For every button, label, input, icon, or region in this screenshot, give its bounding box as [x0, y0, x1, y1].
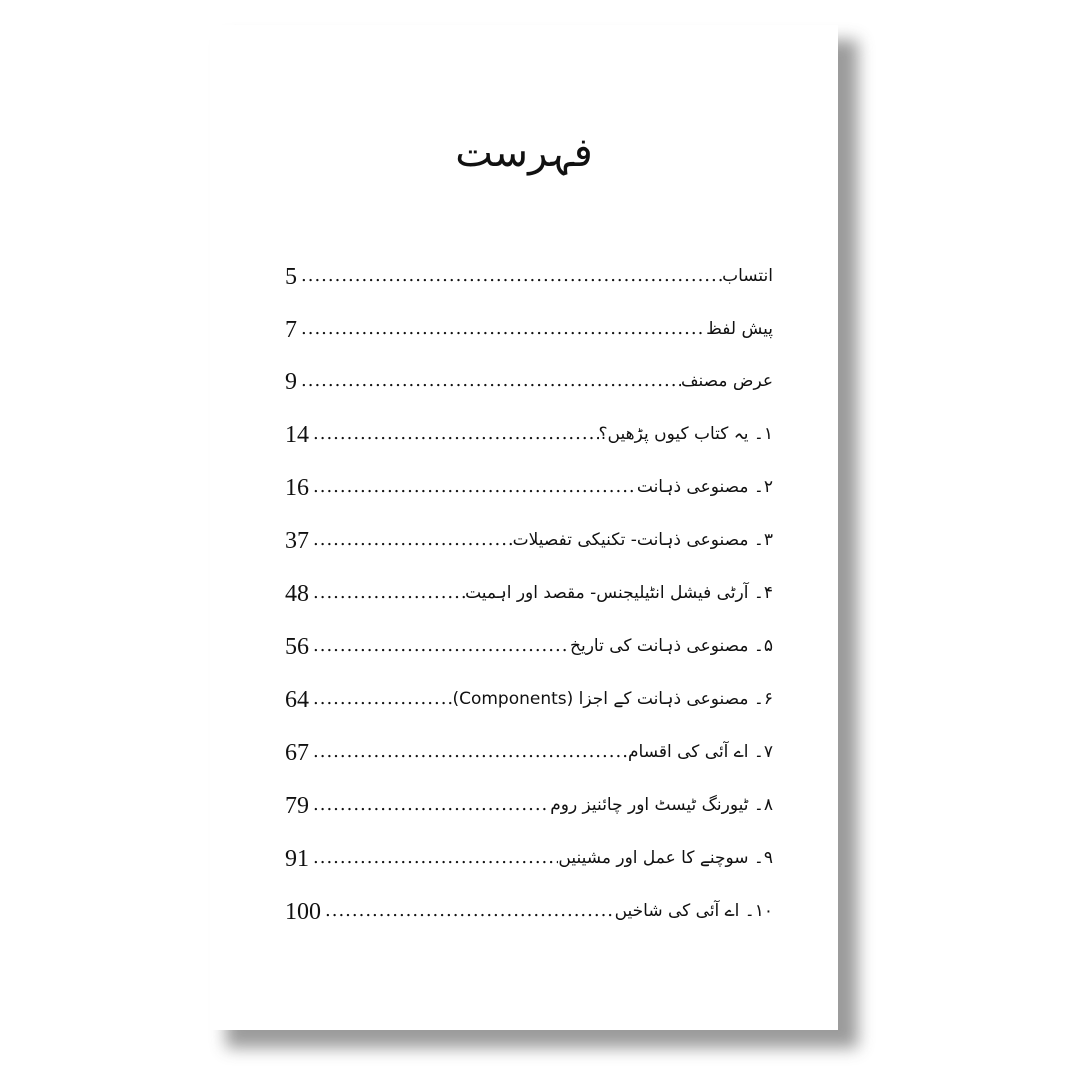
- dot-leader: ........................................…: [301, 267, 722, 286]
- dot-leader: ........................................…: [313, 584, 465, 603]
- toc-entry: عرض مصنف................................…: [285, 360, 773, 394]
- dot-leader: ........................................…: [313, 849, 559, 868]
- toc-entry: ۳۔ مصنوعی ذہانت- تکنیکی تفصیلات.........…: [285, 519, 773, 553]
- toc-entry: ۲۔ مصنوعی ذہانت.........................…: [285, 466, 773, 500]
- dot-leader: ........................................…: [301, 372, 681, 391]
- toc-entry-page: 7: [285, 317, 297, 343]
- toc-entry-title: ۸۔ ٹیورنگ ٹیسٹ اور چائنیز روم: [550, 795, 773, 815]
- toc-entry: ۷۔ اے آئی کی اقسام......................…: [285, 731, 773, 765]
- dot-leader: ........................................…: [313, 743, 628, 762]
- toc-entry: ۹۔ سوچنے کا عمل اور مشینیں..............…: [285, 837, 773, 871]
- dot-leader: ........................................…: [313, 478, 637, 497]
- page-title: فہرست: [455, 130, 593, 176]
- toc-entry-page: 9: [285, 369, 297, 395]
- dot-leader: ........................................…: [313, 690, 452, 709]
- dot-leader: ........................................…: [313, 531, 513, 550]
- toc-entry: ۱۰۔ اے آئی کی شاخیں.....................…: [285, 890, 773, 924]
- toc-entry-page: 64: [285, 687, 309, 713]
- toc-entry-title: ۶۔ مصنوعی ذہانت کے اجزا (Components): [452, 689, 773, 709]
- toc-entry-title: پیش لفظ: [706, 319, 773, 339]
- toc-entry-page: 91: [285, 846, 309, 872]
- toc-entry-title: ۴۔ آرٹی فیشل انٹیلیجنس- مقصد اور اہمیت: [465, 583, 773, 603]
- dot-leader: ........................................…: [313, 796, 550, 815]
- toc-entry: انتساب..................................…: [285, 255, 773, 289]
- toc-entry-title: ۳۔ مصنوعی ذہانت- تکنیکی تفصیلات: [512, 530, 773, 550]
- toc-entry-page: 16: [285, 475, 309, 501]
- dot-leader: ........................................…: [313, 637, 570, 656]
- toc-entry-page: 56: [285, 634, 309, 660]
- dot-leader: ........................................…: [325, 902, 615, 921]
- toc-entry: ۸۔ ٹیورنگ ٹیسٹ اور چائنیز روم...........…: [285, 784, 773, 818]
- toc-entry: ۴۔ آرٹی فیشل انٹیلیجنس- مقصد اور اہمیت..…: [285, 572, 773, 606]
- toc-entry: ۵۔ مصنوعی ذہانت کی تاریخ................…: [285, 625, 773, 659]
- dot-leader: ........................................…: [313, 425, 599, 444]
- toc-entry-title: ۲۔ مصنوعی ذہانت: [636, 477, 773, 497]
- toc-entry-title: ۱۔ یہ کتاب کیوں پڑھیں؟: [598, 424, 773, 444]
- dot-leader: ........................................…: [301, 320, 706, 339]
- toc-entry-title: ۹۔ سوچنے کا عمل اور مشینیں: [558, 848, 773, 868]
- toc-entry-page: 67: [285, 740, 309, 766]
- toc-entry-page: 14: [285, 422, 309, 448]
- toc-entry-page: 100: [285, 899, 321, 925]
- toc-entry-page: 5: [285, 264, 297, 290]
- toc-entry-page: 37: [285, 528, 309, 554]
- toc-entry-title: عرض مصنف: [680, 371, 773, 391]
- toc-entry-title: ۱۰۔ اے آئی کی شاخیں: [614, 901, 773, 921]
- toc-entry-title: انتساب: [722, 266, 773, 286]
- toc-entry: پیش لفظ.................................…: [285, 308, 773, 342]
- toc-entry-page: 79: [285, 793, 309, 819]
- toc-entry-title: ۵۔ مصنوعی ذہانت کی تاریخ: [569, 636, 773, 656]
- toc-entry: ۱۔ یہ کتاب کیوں پڑھیں؟..................…: [285, 413, 773, 447]
- book-page: فہرست انتساب............................…: [210, 25, 838, 1030]
- toc-entry: ۶۔ مصنوعی ذہانت کے اجزا (Components)....…: [285, 678, 773, 712]
- toc-entry-title: ۷۔ اے آئی کی اقسام: [627, 742, 773, 762]
- toc-entry-page: 48: [285, 581, 309, 607]
